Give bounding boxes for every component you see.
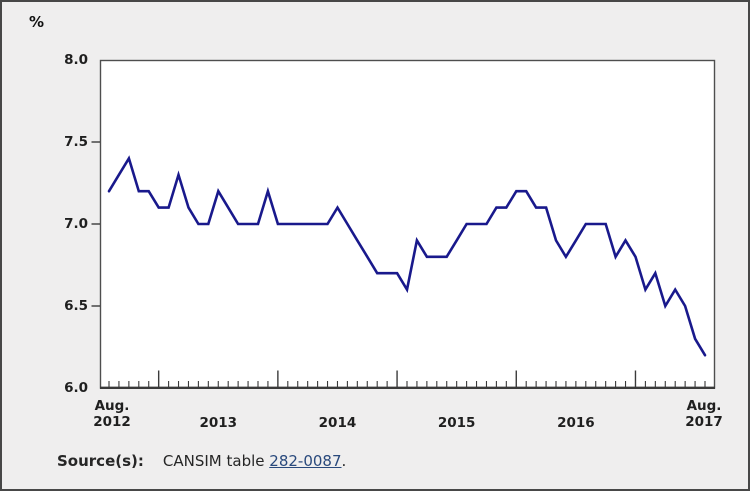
- x-label-year-line: 2015: [437, 415, 476, 431]
- x-axis-major-ticks: [157, 370, 637, 388]
- x-label-start: Aug. 2012: [77, 398, 147, 430]
- x-label-year: 2015: [422, 415, 492, 431]
- y-tick-label: 6.5: [64, 298, 88, 314]
- source-period: .: [341, 452, 347, 470]
- x-label-end-line: Aug.: [686, 398, 722, 414]
- y-tick-label: 7.0: [64, 216, 88, 232]
- y-axis-unit-label: %: [29, 13, 45, 31]
- source-note: Source(s): CANSIM table 282-0087.: [57, 452, 346, 470]
- x-label-year-line: 2013: [199, 415, 238, 431]
- x-label-year: 2016: [541, 415, 611, 431]
- x-label-start-line: 2012: [93, 414, 131, 430]
- x-label-year: 2014: [302, 415, 372, 431]
- y-tick-label: 7.5: [64, 134, 88, 150]
- cansim-table-link[interactable]: 282-0087: [269, 452, 342, 470]
- x-label-start-line: Aug.: [94, 398, 130, 414]
- x-axis-minor-ticks: [108, 381, 706, 388]
- source-label: Source(s):: [57, 452, 144, 470]
- x-label-year: 2013: [183, 415, 253, 431]
- x-label-end-line: 2017: [685, 414, 723, 430]
- x-label-year-line: 2014: [318, 415, 357, 431]
- y-tick-label: 6.0: [64, 380, 88, 396]
- plot-area: [99, 59, 716, 389]
- x-label-end: Aug. 2017: [669, 398, 739, 430]
- unemployment-rate-line: [107, 155, 707, 357]
- y-axis-ticks: [91, 141, 100, 307]
- y-tick-label: 8.0: [64, 52, 88, 68]
- source-text: CANSIM table: [162, 452, 265, 470]
- x-label-year-line: 2016: [557, 415, 595, 431]
